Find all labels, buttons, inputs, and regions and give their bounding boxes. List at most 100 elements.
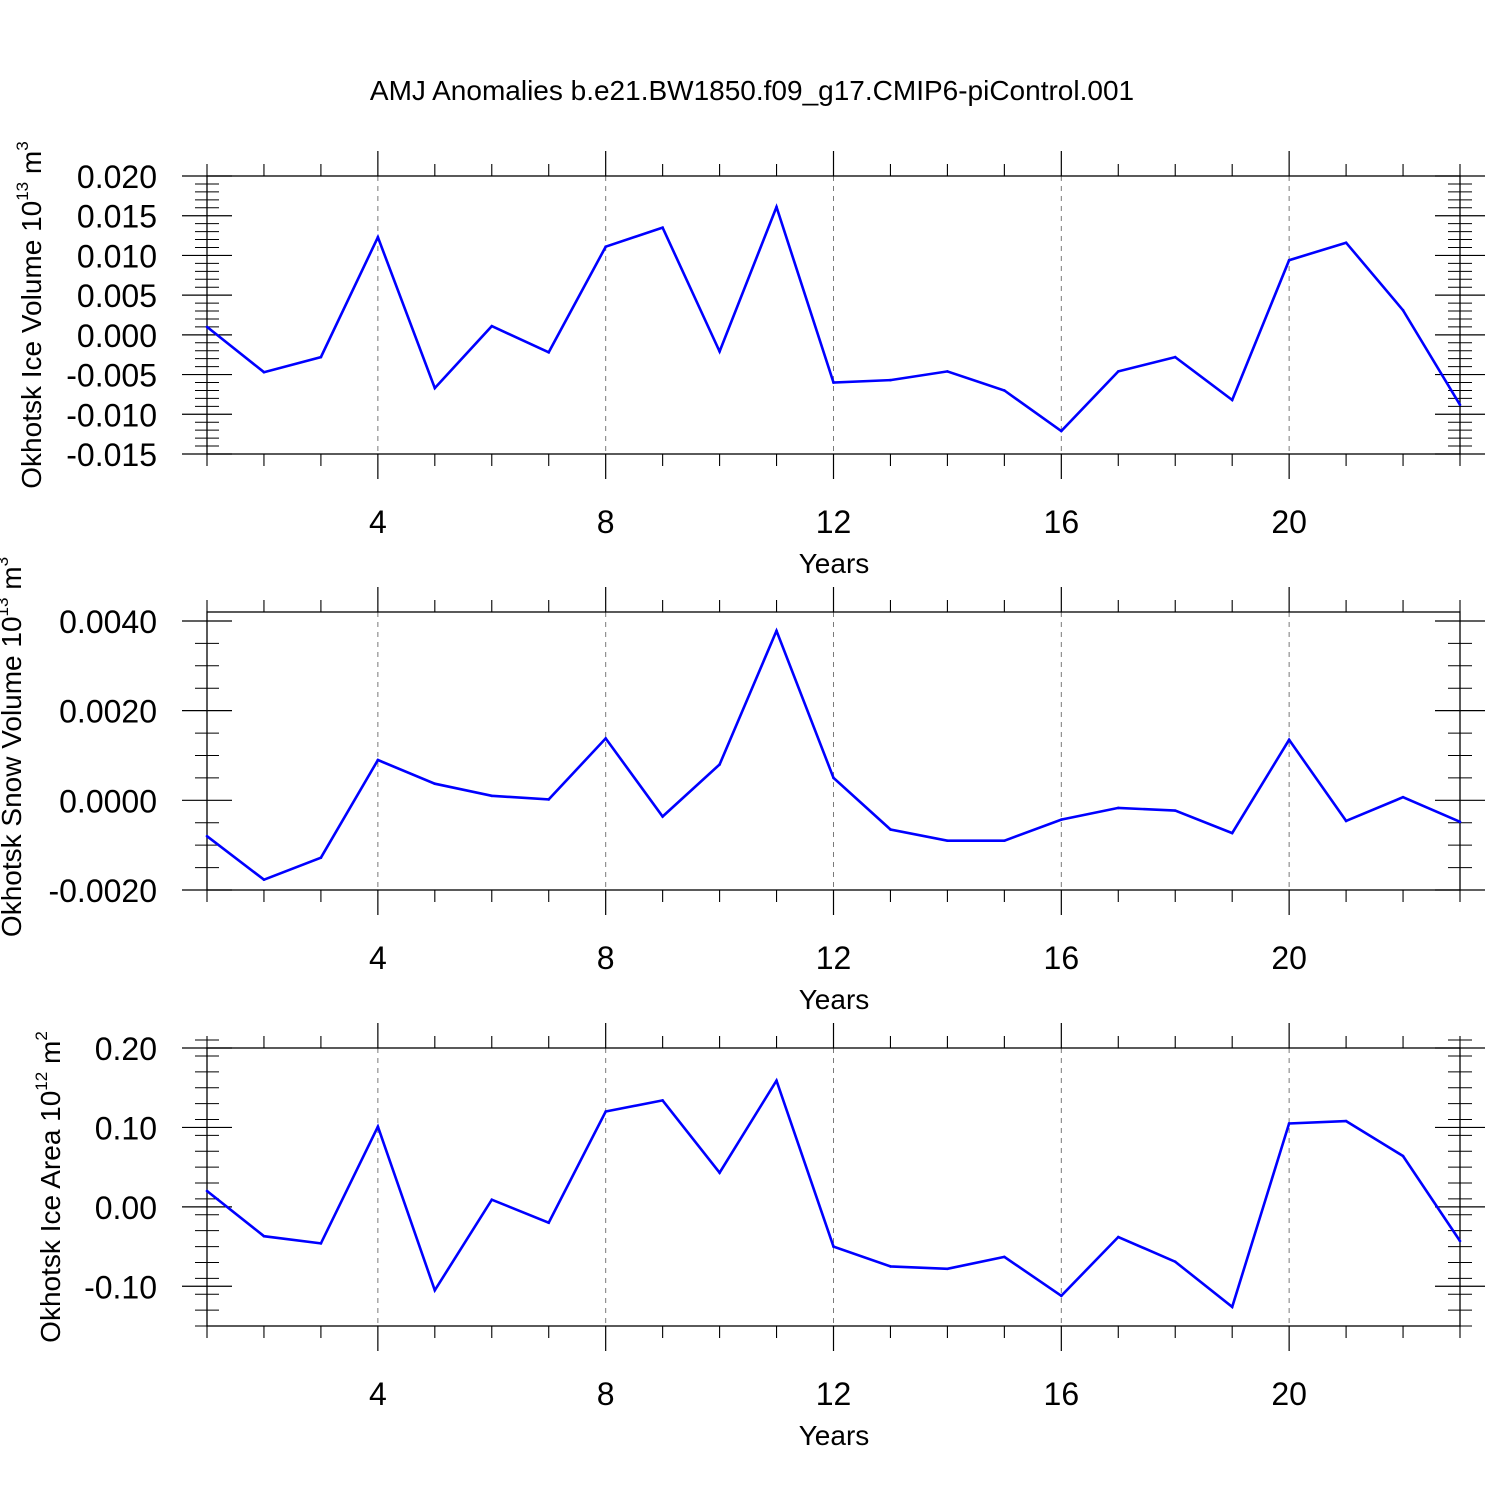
data-point: [1458, 403, 1462, 407]
data-point: [1116, 1235, 1120, 1239]
data-point: [547, 1221, 551, 1225]
y-tick-label: 0.010: [77, 238, 157, 274]
y-tick-label: 0.000: [77, 318, 157, 354]
data-point: [376, 1125, 380, 1128]
y-axis-title-exponent: 13: [0, 598, 12, 617]
data-point: [1003, 1255, 1006, 1259]
y-tick-label: 0.0020: [59, 694, 157, 730]
y-tick-label: 0.00: [95, 1190, 157, 1226]
panel-ice-area: -0.10 0.00 0.10 0.20 4 8 12 16 20 Years Okhotsk…: [32, 1023, 1485, 1451]
data-point: [661, 815, 664, 818]
data-point: [946, 1267, 949, 1271]
data-point: [1287, 1122, 1291, 1125]
x-tick-label: 16: [1044, 504, 1080, 540]
y-tick-label: 0.20: [95, 1031, 157, 1067]
data-point: [604, 245, 607, 248]
y-axis-title-exponent: 12: [32, 1072, 51, 1091]
data-point: [604, 1110, 607, 1113]
data-point: [832, 381, 835, 384]
data-point: [490, 794, 494, 798]
data-point: [490, 1198, 494, 1202]
y-tick-label: 0.015: [77, 199, 157, 235]
y-tick-label: -0.005: [66, 358, 157, 394]
data-point: [1060, 429, 1063, 433]
y-axis-title-unit-exponent: 3: [0, 557, 12, 566]
data-point: [1116, 370, 1120, 373]
y-tick-label: 0.10: [95, 1110, 157, 1146]
data-point: [718, 350, 721, 353]
data-point: [661, 226, 664, 229]
data-point: [433, 386, 437, 390]
data-point: [946, 839, 949, 842]
x-tick-label: 12: [816, 1376, 852, 1412]
x-tick-label: 20: [1271, 504, 1307, 540]
data-point: [775, 205, 778, 209]
data-point: [1344, 241, 1348, 245]
panel-snow-volume: -0.0020 0.0000 0.0020 0.0040 4 8 12 16 20 Years…: [0, 557, 1485, 1015]
data-point: [262, 1234, 266, 1238]
x-axis-title: Years: [799, 1420, 870, 1451]
x-tick-label: 4: [369, 504, 387, 540]
data-point: [1344, 819, 1348, 823]
y-axis-title: Okhotsk Snow Volume 1013 m3: [0, 557, 27, 937]
y-tick-label: 0.020: [77, 159, 157, 195]
data-point: [262, 370, 266, 374]
data-point: [1401, 1154, 1405, 1158]
x-tick-label: 16: [1044, 1376, 1080, 1412]
y-axis-title-main: Okhotsk Ice Volume 10: [16, 201, 47, 489]
data-point: [775, 1079, 778, 1082]
data-point: [1344, 1119, 1348, 1123]
x-tick-label: 20: [1271, 940, 1307, 976]
y-axis-title-exponent: 13: [13, 182, 32, 201]
y-tick-label: 0.0040: [59, 604, 157, 640]
data-point: [1173, 355, 1177, 359]
data-point: [547, 351, 551, 354]
data-point: [1060, 1294, 1063, 1298]
data-point: [376, 235, 380, 239]
data-point: [1173, 809, 1177, 812]
data-point: [1458, 1239, 1462, 1243]
data-point: [319, 355, 323, 359]
y-axis-title-main: Okhotsk Snow Volume 10: [0, 616, 27, 937]
data-point: [832, 776, 835, 780]
y-tick-label: 0.005: [77, 278, 157, 314]
x-tick-label: 16: [1044, 940, 1080, 976]
data-point: [547, 798, 551, 801]
x-tick-label: 12: [816, 504, 852, 540]
data-point: [1401, 308, 1405, 312]
chart-title: AMJ Anomalies b.e21.BW1850.f09_g17.CMIP6…: [370, 75, 1134, 106]
data-point: [1401, 795, 1405, 799]
y-tick-label: 0.0000: [59, 783, 157, 819]
data-point: [205, 325, 209, 329]
data-point: [604, 737, 607, 740]
x-tick-label: 4: [369, 940, 387, 976]
y-axis-title: Okhotsk Ice Area 1012 m2: [32, 1031, 66, 1343]
data-point: [1230, 1305, 1234, 1309]
x-tick-label: 20: [1271, 1376, 1307, 1412]
data-point: [1116, 806, 1120, 810]
data-point: [1287, 258, 1291, 262]
data-point: [1230, 398, 1234, 402]
x-tick-label: 4: [369, 1376, 387, 1412]
data-point: [205, 1189, 209, 1193]
data-point: [1458, 820, 1462, 824]
y-axis-title-unit-exponent: 2: [32, 1031, 51, 1040]
data-point: [946, 370, 949, 373]
data-point: [661, 1099, 664, 1102]
x-tick-label: 8: [597, 1376, 615, 1412]
data-point: [889, 1265, 892, 1268]
data-point: [376, 758, 380, 762]
data-point: [889, 828, 892, 831]
y-tick-label: -0.015: [66, 437, 157, 473]
data-point: [775, 629, 778, 633]
y-axis-title-unit: m: [0, 566, 27, 597]
y-axis-title-unit: m: [35, 1041, 66, 1072]
data-point: [205, 834, 209, 838]
data-point: [718, 1171, 721, 1175]
data-point: [433, 1288, 437, 1292]
x-tick-label: 8: [597, 940, 615, 976]
y-tick-label: -0.0020: [48, 873, 157, 909]
data-point: [1230, 831, 1234, 835]
data-point: [262, 878, 266, 881]
